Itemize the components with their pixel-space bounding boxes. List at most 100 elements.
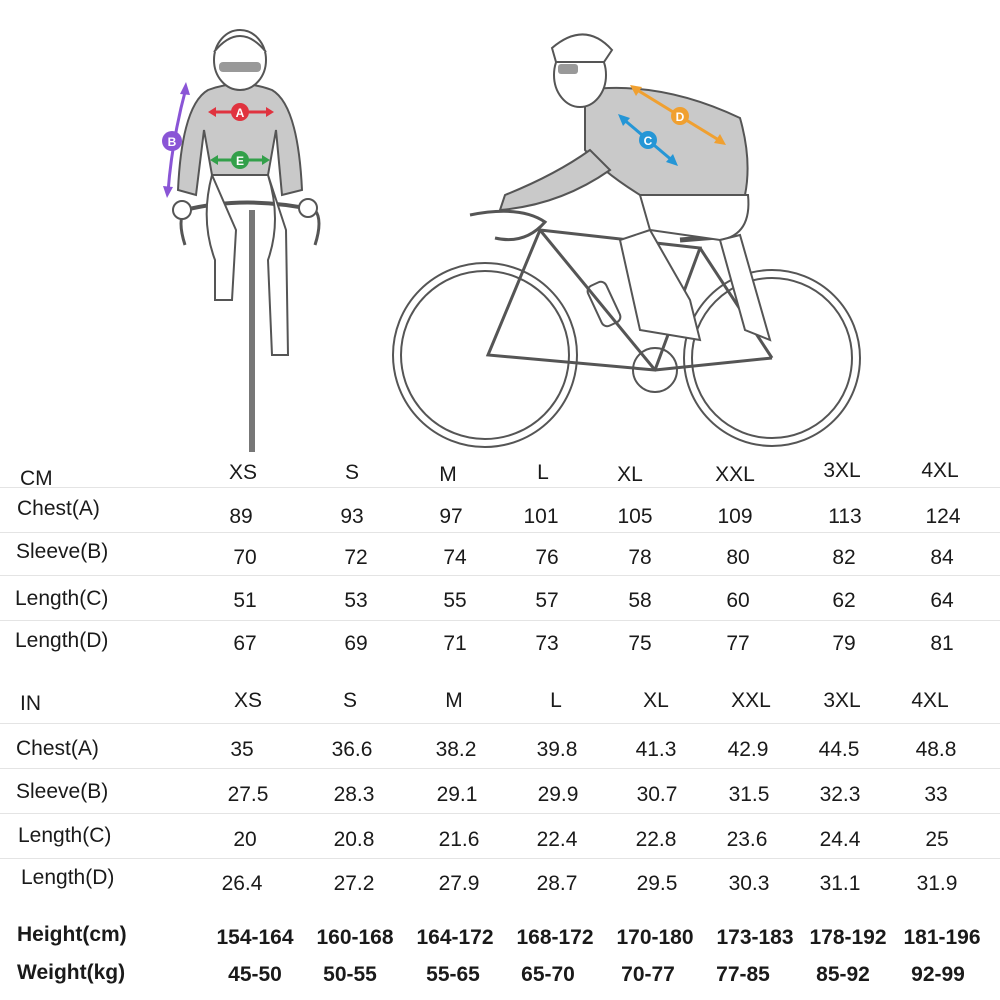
size-header: 3XL [823, 689, 861, 712]
table-cell: 77-85 [716, 963, 770, 986]
table-cell: 62 [832, 589, 856, 612]
table-cell: 51 [233, 589, 257, 612]
table-cell: 29.9 [537, 783, 579, 806]
row-label-sleeve: Sleeve(B) [16, 780, 109, 803]
table-cell: 164-172 [416, 926, 494, 949]
divider [0, 858, 1000, 859]
table-cell: 72 [344, 546, 368, 569]
table-cell: 64 [930, 589, 954, 612]
size-header: 4XL [911, 689, 949, 712]
table-cell: 25 [925, 828, 949, 851]
table-cell: 23.6 [726, 828, 768, 851]
size-header: L [550, 689, 562, 712]
measure-e-marker: E [210, 151, 270, 169]
row-label-chest: Chest(A) [17, 497, 100, 520]
table-cell: 20 [233, 828, 257, 851]
table-cell: 101 [523, 505, 559, 528]
table-cell: 28.7 [536, 872, 578, 895]
divider [0, 532, 1000, 533]
table-cell: 113 [828, 505, 862, 528]
side-view-cyclist [392, 33, 861, 448]
measure-c-marker: C [618, 114, 678, 166]
table-cell: 173-183 [716, 926, 794, 949]
table-cell: 48.8 [915, 738, 957, 761]
table-cell: 181-196 [903, 926, 981, 949]
label-d: D [676, 110, 685, 124]
table-cell: 81 [930, 632, 954, 655]
table-cell: 22.8 [635, 828, 677, 851]
table-cell: 28.3 [333, 783, 375, 806]
table-cell: 84 [930, 546, 954, 569]
table-cell: 85-92 [816, 963, 870, 986]
table-cell: 31.1 [819, 872, 861, 895]
size-header: XXL [731, 689, 771, 712]
table-cell: 58 [628, 589, 652, 612]
measure-a-marker: A [208, 103, 274, 121]
divider [0, 575, 1000, 576]
table-cell: 31.5 [728, 783, 770, 806]
table-cell: 76 [535, 546, 559, 569]
table-cell: 33 [924, 783, 948, 806]
table-cell: 24.4 [819, 828, 861, 851]
label-c: C [644, 134, 653, 148]
measure-d-marker: D [630, 85, 726, 145]
size-header: XXL [715, 463, 755, 486]
size-header: XL [617, 463, 643, 486]
table-cell: 29.5 [636, 872, 678, 895]
table-cell: 160-168 [316, 926, 394, 949]
table-cell: 178-192 [809, 926, 887, 949]
unit-label: IN [20, 692, 41, 715]
table-cell: 78 [628, 546, 652, 569]
table-cell: 70-77 [621, 963, 675, 986]
table-cell: 65-70 [521, 963, 575, 986]
row-label-length-c: Length(C) [18, 824, 112, 847]
unit-label: CM [20, 467, 53, 490]
size-header: 3XL [823, 459, 861, 482]
table-cell: 97 [439, 505, 463, 528]
table-cell: 44.5 [818, 738, 860, 761]
table-cell: 30.7 [636, 783, 678, 806]
table-cell: 36.6 [331, 738, 373, 761]
table-cell: 57 [535, 589, 559, 612]
table-cell: 93 [340, 505, 364, 528]
row-label-length-c: Length(C) [15, 587, 109, 610]
size-header: L [537, 461, 549, 484]
table-cell: 32.3 [819, 783, 861, 806]
table-cell: 21.6 [438, 828, 480, 851]
cyclist-illustration: A E B [162, 29, 861, 452]
table-cell: 30.3 [728, 872, 770, 895]
table-cell: 154-164 [216, 926, 294, 949]
table-cell: 124 [925, 505, 961, 528]
table-cell: 89 [229, 505, 253, 528]
table-cell: 105 [617, 505, 653, 528]
row-label-length-d: Length(D) [15, 629, 109, 652]
divider [0, 813, 1000, 814]
row-label-chest: Chest(A) [16, 737, 99, 760]
table-cell: 75 [628, 632, 652, 655]
divider [0, 487, 1000, 488]
table-cell: 22.4 [536, 828, 578, 851]
table-cell: 27.2 [333, 872, 375, 895]
row-label-height: Height(cm) [17, 923, 127, 946]
size-header: XS [233, 689, 263, 712]
table-cell: 168-172 [516, 926, 594, 949]
table-cell: 92-99 [911, 963, 965, 986]
table-cell: 170-180 [616, 926, 694, 949]
table-cell: 77 [726, 632, 750, 655]
row-label-sleeve: Sleeve(B) [16, 540, 109, 563]
table-cell: 55 [443, 589, 467, 612]
table-cell: 39.8 [536, 738, 578, 761]
table-cell: 31.9 [916, 872, 958, 895]
table-cell: 38.2 [435, 738, 477, 761]
label-a: A [236, 106, 245, 120]
table-cell: 50-55 [323, 963, 377, 986]
size-header: S [342, 689, 358, 712]
table-cell: 109 [717, 505, 753, 528]
table-cell: 70 [233, 546, 257, 569]
measure-b-marker: B [162, 82, 190, 198]
table-cell: 82 [832, 546, 856, 569]
table-cell: 73 [535, 632, 559, 655]
table-cell: 29.1 [436, 783, 478, 806]
table-cell: 80 [726, 546, 750, 569]
table-cell: 71 [443, 632, 467, 655]
